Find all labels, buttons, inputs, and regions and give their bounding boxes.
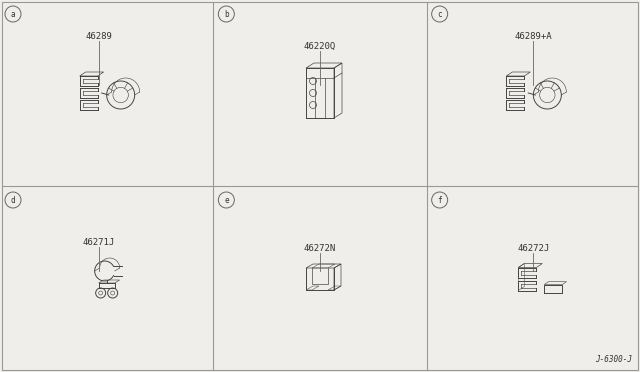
Text: J-6300-J: J-6300-J — [595, 355, 632, 364]
Text: 46289+A: 46289+A — [515, 32, 552, 41]
Text: a: a — [11, 10, 15, 19]
Text: 46272J: 46272J — [517, 244, 550, 253]
Text: f: f — [437, 196, 442, 205]
Text: 46271J: 46271J — [83, 238, 115, 247]
Text: 46289: 46289 — [85, 32, 112, 41]
Text: d: d — [11, 196, 15, 205]
Text: 46220Q: 46220Q — [304, 42, 336, 51]
Text: c: c — [437, 10, 442, 19]
Text: e: e — [224, 196, 228, 205]
Text: b: b — [224, 10, 228, 19]
Text: 46272N: 46272N — [304, 244, 336, 253]
